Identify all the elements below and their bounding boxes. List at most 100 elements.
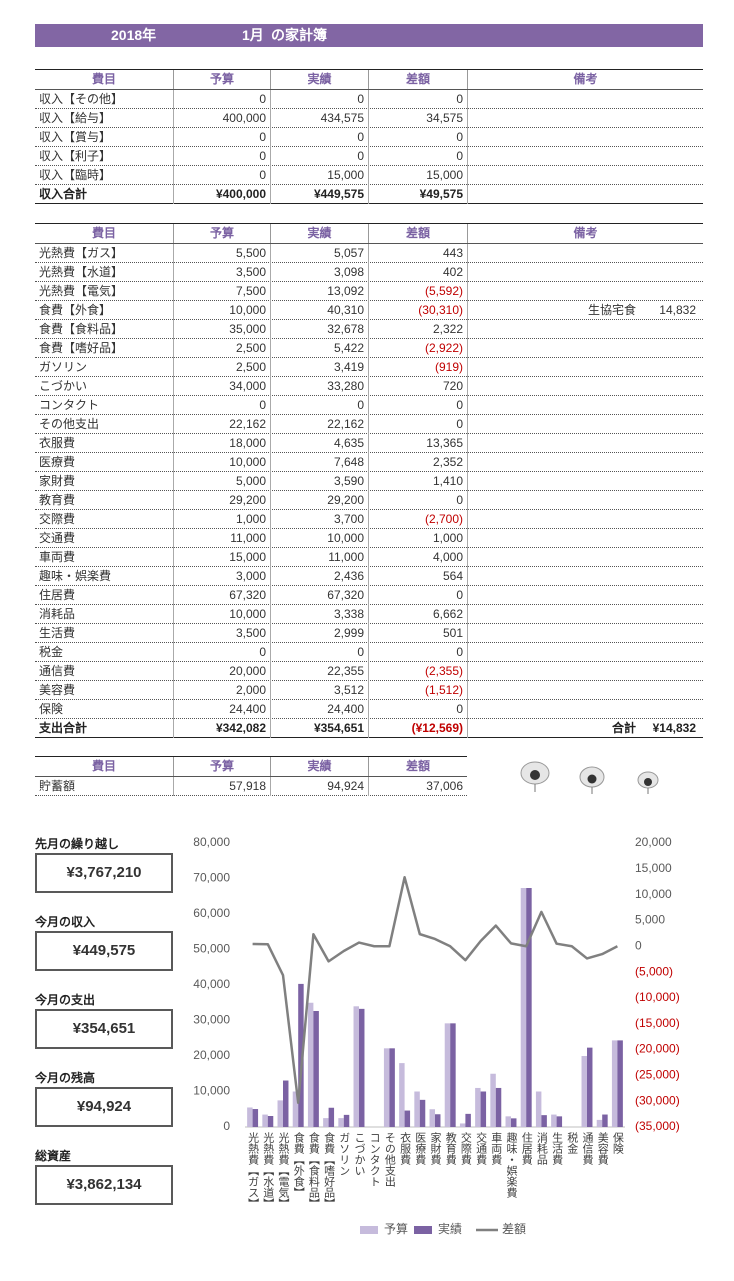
item-name: 医療費 [39, 455, 76, 469]
amount: 34,575 [426, 111, 463, 125]
note: 合計 [611, 721, 636, 735]
x-tick-label: こづかい [353, 1132, 366, 1176]
table-row [35, 567, 703, 586]
x-tick-label: 車両費 [490, 1131, 503, 1165]
amount: 5,500 [235, 246, 266, 260]
x-tick-label: 教育費 [444, 1132, 457, 1165]
amount: 0 [357, 398, 364, 412]
bar [338, 1118, 344, 1127]
column-rule [173, 662, 174, 681]
bar [292, 1091, 299, 1127]
bar [490, 1073, 496, 1127]
column-rule [467, 147, 468, 166]
amount: ¥49,575 [419, 187, 463, 201]
amount: 0 [357, 92, 364, 106]
bar [435, 1114, 441, 1127]
x-tick-label: 趣味・娯楽費 [505, 1131, 518, 1198]
column-rule [270, 662, 271, 681]
amount: 15,000 [229, 550, 266, 564]
table-row [35, 90, 703, 109]
item-name: 教育費 [39, 493, 76, 507]
column-rule [467, 377, 468, 396]
sheep-icons [520, 761, 659, 794]
column-rule [270, 624, 271, 643]
amount: 1,410 [432, 474, 463, 488]
total-row [35, 185, 703, 204]
bar [587, 1047, 593, 1127]
column-rule [173, 377, 174, 396]
column-rule [270, 643, 271, 662]
y-tick-label: 10,000 [193, 1084, 230, 1098]
item-name: 交際費 [39, 512, 76, 526]
amount: 15,000 [327, 168, 364, 182]
amount: 22,162 [327, 417, 364, 431]
column-header: 実績 [270, 70, 368, 89]
column-header: 差額 [368, 70, 467, 89]
x-tick-label: 家財費 [429, 1131, 442, 1165]
column-rule [368, 586, 369, 605]
bar [343, 1114, 350, 1127]
amount: 1,000 [235, 512, 266, 526]
column-rule [270, 282, 271, 301]
column-rule [173, 320, 174, 339]
y-tick-label: 70,000 [193, 871, 230, 885]
column-rule [467, 605, 468, 624]
item-name: 衣服費 [39, 436, 76, 450]
legend-label: 実績 [438, 1221, 462, 1236]
amount: 3,338 [333, 607, 364, 621]
bar [247, 1107, 253, 1127]
bar [383, 1048, 390, 1127]
column-rule [173, 453, 174, 472]
item-name: 収入【給与】 [39, 111, 112, 125]
bar [404, 1110, 411, 1127]
x-tick-label: 光熱費【電気】 [277, 1131, 290, 1209]
bar [556, 1116, 563, 1127]
amount: 37,006 [426, 779, 463, 793]
table-row [35, 147, 703, 166]
amount: (919) [434, 360, 463, 374]
note: ¥14,832 [652, 721, 696, 735]
table-row [35, 434, 703, 453]
bar [359, 1008, 365, 1127]
bar [277, 1100, 283, 1127]
column-rule [467, 263, 468, 282]
amount: (1,512) [424, 683, 463, 697]
column-rule [173, 339, 174, 358]
summary-label: 先月の繰り越し [35, 837, 120, 851]
column-rule [173, 147, 174, 166]
amount: 0 [259, 149, 266, 163]
amount: ¥354,651 [313, 721, 364, 735]
bar [505, 1116, 511, 1127]
column-rule [173, 586, 174, 605]
amount: 4,000 [432, 550, 463, 564]
column-rule [368, 643, 369, 662]
table-row [35, 700, 703, 719]
note: 生協宅食 [587, 303, 636, 317]
x-tick-label: 交通費 [475, 1131, 488, 1165]
y2-tick-label: (30,000) [635, 1093, 680, 1107]
item-name: 貯蓄額 [39, 779, 76, 793]
column-rule [173, 109, 174, 128]
item-name: 生活費 [39, 626, 76, 640]
amount: 35,000 [229, 322, 266, 336]
item-name: 収入合計 [39, 187, 88, 201]
x-tick-label: 食費【嗜好品】 [323, 1131, 336, 1209]
column-rule [270, 263, 271, 282]
title-bar: 2018年 1月 の家計簿 [35, 24, 703, 47]
column-rule [467, 166, 468, 185]
column-rule [368, 719, 369, 738]
column-rule [467, 453, 468, 472]
y2-tick-label: (5,000) [635, 964, 673, 978]
amount: 13,092 [327, 284, 364, 298]
column-rule [173, 681, 174, 700]
bar [313, 1010, 319, 1127]
table-row [35, 472, 703, 491]
column-rule [368, 434, 369, 453]
amount: 67,320 [327, 588, 364, 602]
bar [429, 1109, 435, 1127]
column-rule [173, 777, 174, 796]
column-rule [467, 320, 468, 339]
column-rule [368, 624, 369, 643]
amount: 3,590 [333, 474, 364, 488]
item-name: コンタクト [39, 398, 100, 412]
